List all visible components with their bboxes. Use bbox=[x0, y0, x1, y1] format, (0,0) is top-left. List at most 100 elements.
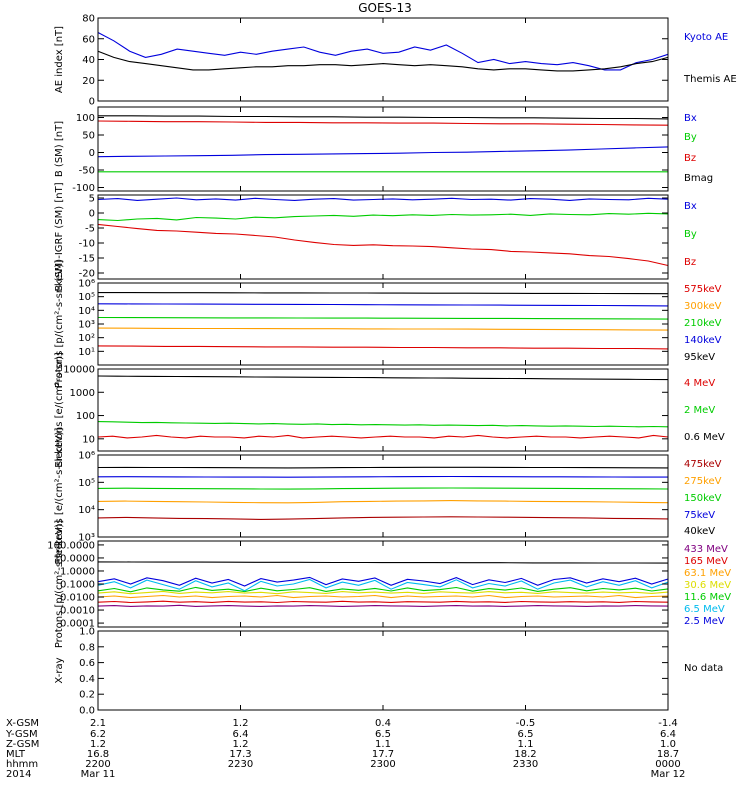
y-tick-label: 10⁴ bbox=[78, 505, 95, 516]
x-row-value: 1.1 bbox=[375, 739, 391, 750]
y-axis-label: Electrons [e/(cm²-s-sr-keV)] bbox=[54, 427, 65, 564]
series-line-95kev bbox=[98, 292, 669, 295]
legend-label: 475keV bbox=[684, 459, 722, 470]
x-axis-labels: X-GSM 2.1 1.2 0.4 -0.5 -1.4 Y-GSM 6.2 6.4 6.5 6.5 6… bbox=[5, 718, 685, 780]
y-axis-label: Protons [p/(cm²-s-sr-keV)] bbox=[54, 260, 65, 388]
legend-label: 2.5 MeV bbox=[684, 616, 725, 627]
y-tick-label: -50 bbox=[79, 166, 95, 177]
panel-1: 0 20 40 60 80 AE index [nT] Kyoto AE Themis AE bbox=[54, 14, 737, 108]
series-line-11-6-mev bbox=[97, 586, 669, 593]
series-line-150kev bbox=[97, 487, 669, 490]
x-row-value: 16.8 bbox=[87, 749, 109, 760]
legend-label: 4 MeV bbox=[684, 378, 715, 389]
y-tick-label: 5 bbox=[89, 194, 95, 205]
panel-7: 0.0001 0.0010 0.0100 0.1000 1.0000 10.0000 100… bbox=[47, 520, 731, 648]
series-line-433-mev bbox=[97, 604, 669, 607]
legend-label: 40keV bbox=[684, 526, 715, 537]
series-line-575kev bbox=[97, 345, 669, 350]
legend-label: Bz bbox=[684, 153, 696, 164]
x-row-value: 2200 bbox=[85, 759, 110, 770]
panel-frame bbox=[97, 194, 669, 280]
y-tick-label: 0.2 bbox=[79, 690, 95, 701]
x-row-label: 2014 bbox=[6, 769, 31, 780]
y-tick-label: 40 bbox=[82, 55, 95, 66]
panel-8: 0.0 0.2 0.4 0.6 0.8 1.0 X-ray No data bbox=[54, 627, 723, 717]
y-tick-label: -10 bbox=[79, 239, 95, 250]
y-tick-label: 0.0100 bbox=[60, 593, 95, 604]
legend-label: By bbox=[684, 229, 697, 240]
x-row-value: 6.4 bbox=[233, 729, 249, 740]
y-tick-label: 100 bbox=[76, 411, 95, 422]
y-tick-label: 20 bbox=[82, 76, 95, 87]
y-tick-label: 0.0010 bbox=[60, 606, 95, 617]
series-line-unnamed bbox=[97, 561, 669, 564]
y-tick-label: 0.8 bbox=[79, 642, 95, 653]
y-tick-label: 0.4 bbox=[79, 674, 95, 685]
y-tick-label: 10² bbox=[78, 333, 95, 344]
x-row-value: 2.1 bbox=[90, 718, 106, 729]
x-row-value: 6.5 bbox=[518, 729, 534, 740]
series-line-2-5-mev bbox=[97, 576, 669, 587]
x-row-label: X-GSM bbox=[6, 718, 39, 729]
y-axis-label: B (SM)-IGRF (SM) [nT] bbox=[54, 182, 65, 291]
legend-label: 433 MeV bbox=[684, 544, 728, 555]
legend-label: Themis AE bbox=[683, 74, 737, 85]
legend-label: 63.1 MeV bbox=[684, 568, 731, 579]
no-data-label: No data bbox=[684, 663, 723, 674]
legend-label: Bx bbox=[684, 113, 697, 124]
y-tick-label: 0 bbox=[89, 209, 95, 220]
x-row-label: Z-GSM bbox=[6, 739, 39, 750]
y-tick-label: 1000 bbox=[70, 388, 95, 399]
x-row-value: 6.2 bbox=[90, 729, 106, 740]
x-row-label: hhmm bbox=[6, 759, 38, 770]
x-row-value: Mar 12 bbox=[651, 769, 686, 780]
x-row-value: 2300 bbox=[370, 759, 395, 770]
legend-label: By bbox=[684, 132, 697, 143]
y-tick-label: 10.0000 bbox=[54, 553, 95, 564]
y-tick-label: 10³ bbox=[78, 533, 95, 544]
legend-label: 140keV bbox=[684, 335, 722, 346]
x-row-value: 1.0 bbox=[660, 739, 676, 750]
y-tick-label: 10⁴ bbox=[78, 306, 95, 317]
legend-label: Bx bbox=[684, 201, 697, 212]
legend-label: 275keV bbox=[684, 476, 722, 487]
y-axis-label: AE index [nT] bbox=[54, 26, 65, 93]
legend-label: Kyoto AE bbox=[684, 32, 728, 43]
legend-label: 95keV bbox=[684, 352, 715, 363]
y-tick-label: 0 bbox=[89, 148, 95, 159]
y-axis-label: B (SM) [nT] bbox=[54, 121, 65, 177]
plot-title: GOES-13 bbox=[358, 1, 412, 15]
y-tick-label: 0.0 bbox=[79, 706, 95, 717]
x-row-value: 2330 bbox=[513, 759, 538, 770]
y-tick-label: 80 bbox=[82, 14, 95, 25]
y-tick-label: 0.6 bbox=[79, 658, 95, 669]
y-axis-label: Electrons [e/(cm²-s-sr)] bbox=[54, 352, 65, 468]
y-tick-label: 10 bbox=[82, 434, 95, 445]
series-line-6-5-mev bbox=[97, 578, 669, 592]
panel-frame bbox=[97, 17, 669, 102]
series-line-bx bbox=[97, 146, 669, 158]
y-axis-label: Protons [p/(cm²-s-sr-keV)] bbox=[54, 520, 65, 648]
series-line-bmag bbox=[98, 115, 669, 120]
series-line-4-mev bbox=[97, 434, 669, 439]
x-row-value: 6.5 bbox=[375, 729, 391, 740]
legend-label: 0.6 MeV bbox=[684, 432, 725, 443]
y-tick-label: -5 bbox=[85, 224, 95, 235]
series-line-210kev bbox=[97, 316, 669, 320]
x-row-value: 0000 bbox=[655, 759, 680, 770]
panel-6: 10³ 10⁴ 10⁵ 10⁶ Electrons [e/(cm²-s-sr-keV)]… bbox=[54, 427, 722, 564]
series-line-75kev bbox=[97, 475, 668, 478]
legend-label: 30.6 MeV bbox=[684, 580, 731, 591]
x-row-value: 17.3 bbox=[229, 749, 251, 760]
panel-frame bbox=[97, 630, 669, 711]
panel-frame bbox=[97, 368, 669, 452]
y-tick-label: 1.0 bbox=[79, 627, 95, 638]
y-tick-label: 50 bbox=[82, 131, 95, 142]
legend-label: 210keV bbox=[684, 318, 722, 329]
x-row-value: 1.2 bbox=[233, 739, 249, 750]
y-tick-label: 0 bbox=[89, 97, 95, 108]
y-tick-label: -100 bbox=[72, 183, 95, 194]
x-row-value: -0.5 bbox=[516, 718, 536, 729]
